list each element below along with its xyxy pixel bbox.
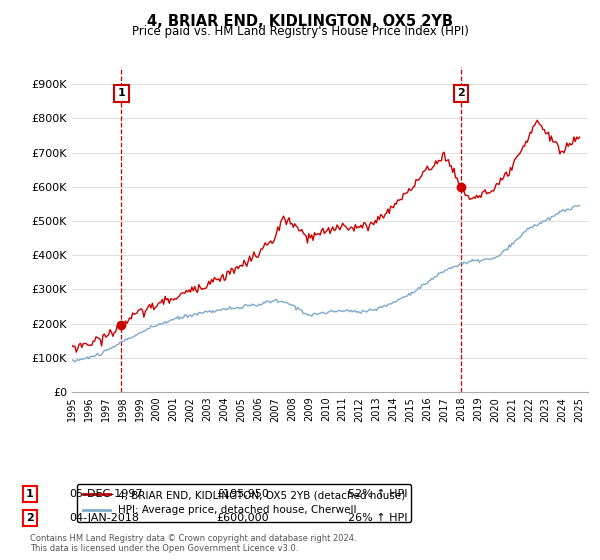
Text: £600,000: £600,000 — [216, 513, 269, 523]
Legend: 4, BRIAR END, KIDLINGTON, OX5 2YB (detached house), HPI: Average price, detached: 4, BRIAR END, KIDLINGTON, OX5 2YB (detac… — [77, 484, 412, 521]
Text: Price paid vs. HM Land Registry's House Price Index (HPI): Price paid vs. HM Land Registry's House … — [131, 25, 469, 38]
Text: £195,950: £195,950 — [216, 489, 269, 499]
Text: 26% ↑ HPI: 26% ↑ HPI — [348, 513, 407, 523]
Text: 4, BRIAR END, KIDLINGTON, OX5 2YB: 4, BRIAR END, KIDLINGTON, OX5 2YB — [147, 14, 453, 29]
Text: 2: 2 — [26, 513, 34, 523]
Text: Contains HM Land Registry data © Crown copyright and database right 2024.
This d: Contains HM Land Registry data © Crown c… — [30, 534, 356, 553]
Text: 52% ↑ HPI: 52% ↑ HPI — [348, 489, 407, 499]
Text: 2: 2 — [457, 88, 465, 98]
Text: 05-DEC-1997: 05-DEC-1997 — [69, 489, 143, 499]
Text: 1: 1 — [26, 489, 34, 499]
Text: 04-JAN-2018: 04-JAN-2018 — [69, 513, 139, 523]
Text: 1: 1 — [118, 88, 125, 98]
